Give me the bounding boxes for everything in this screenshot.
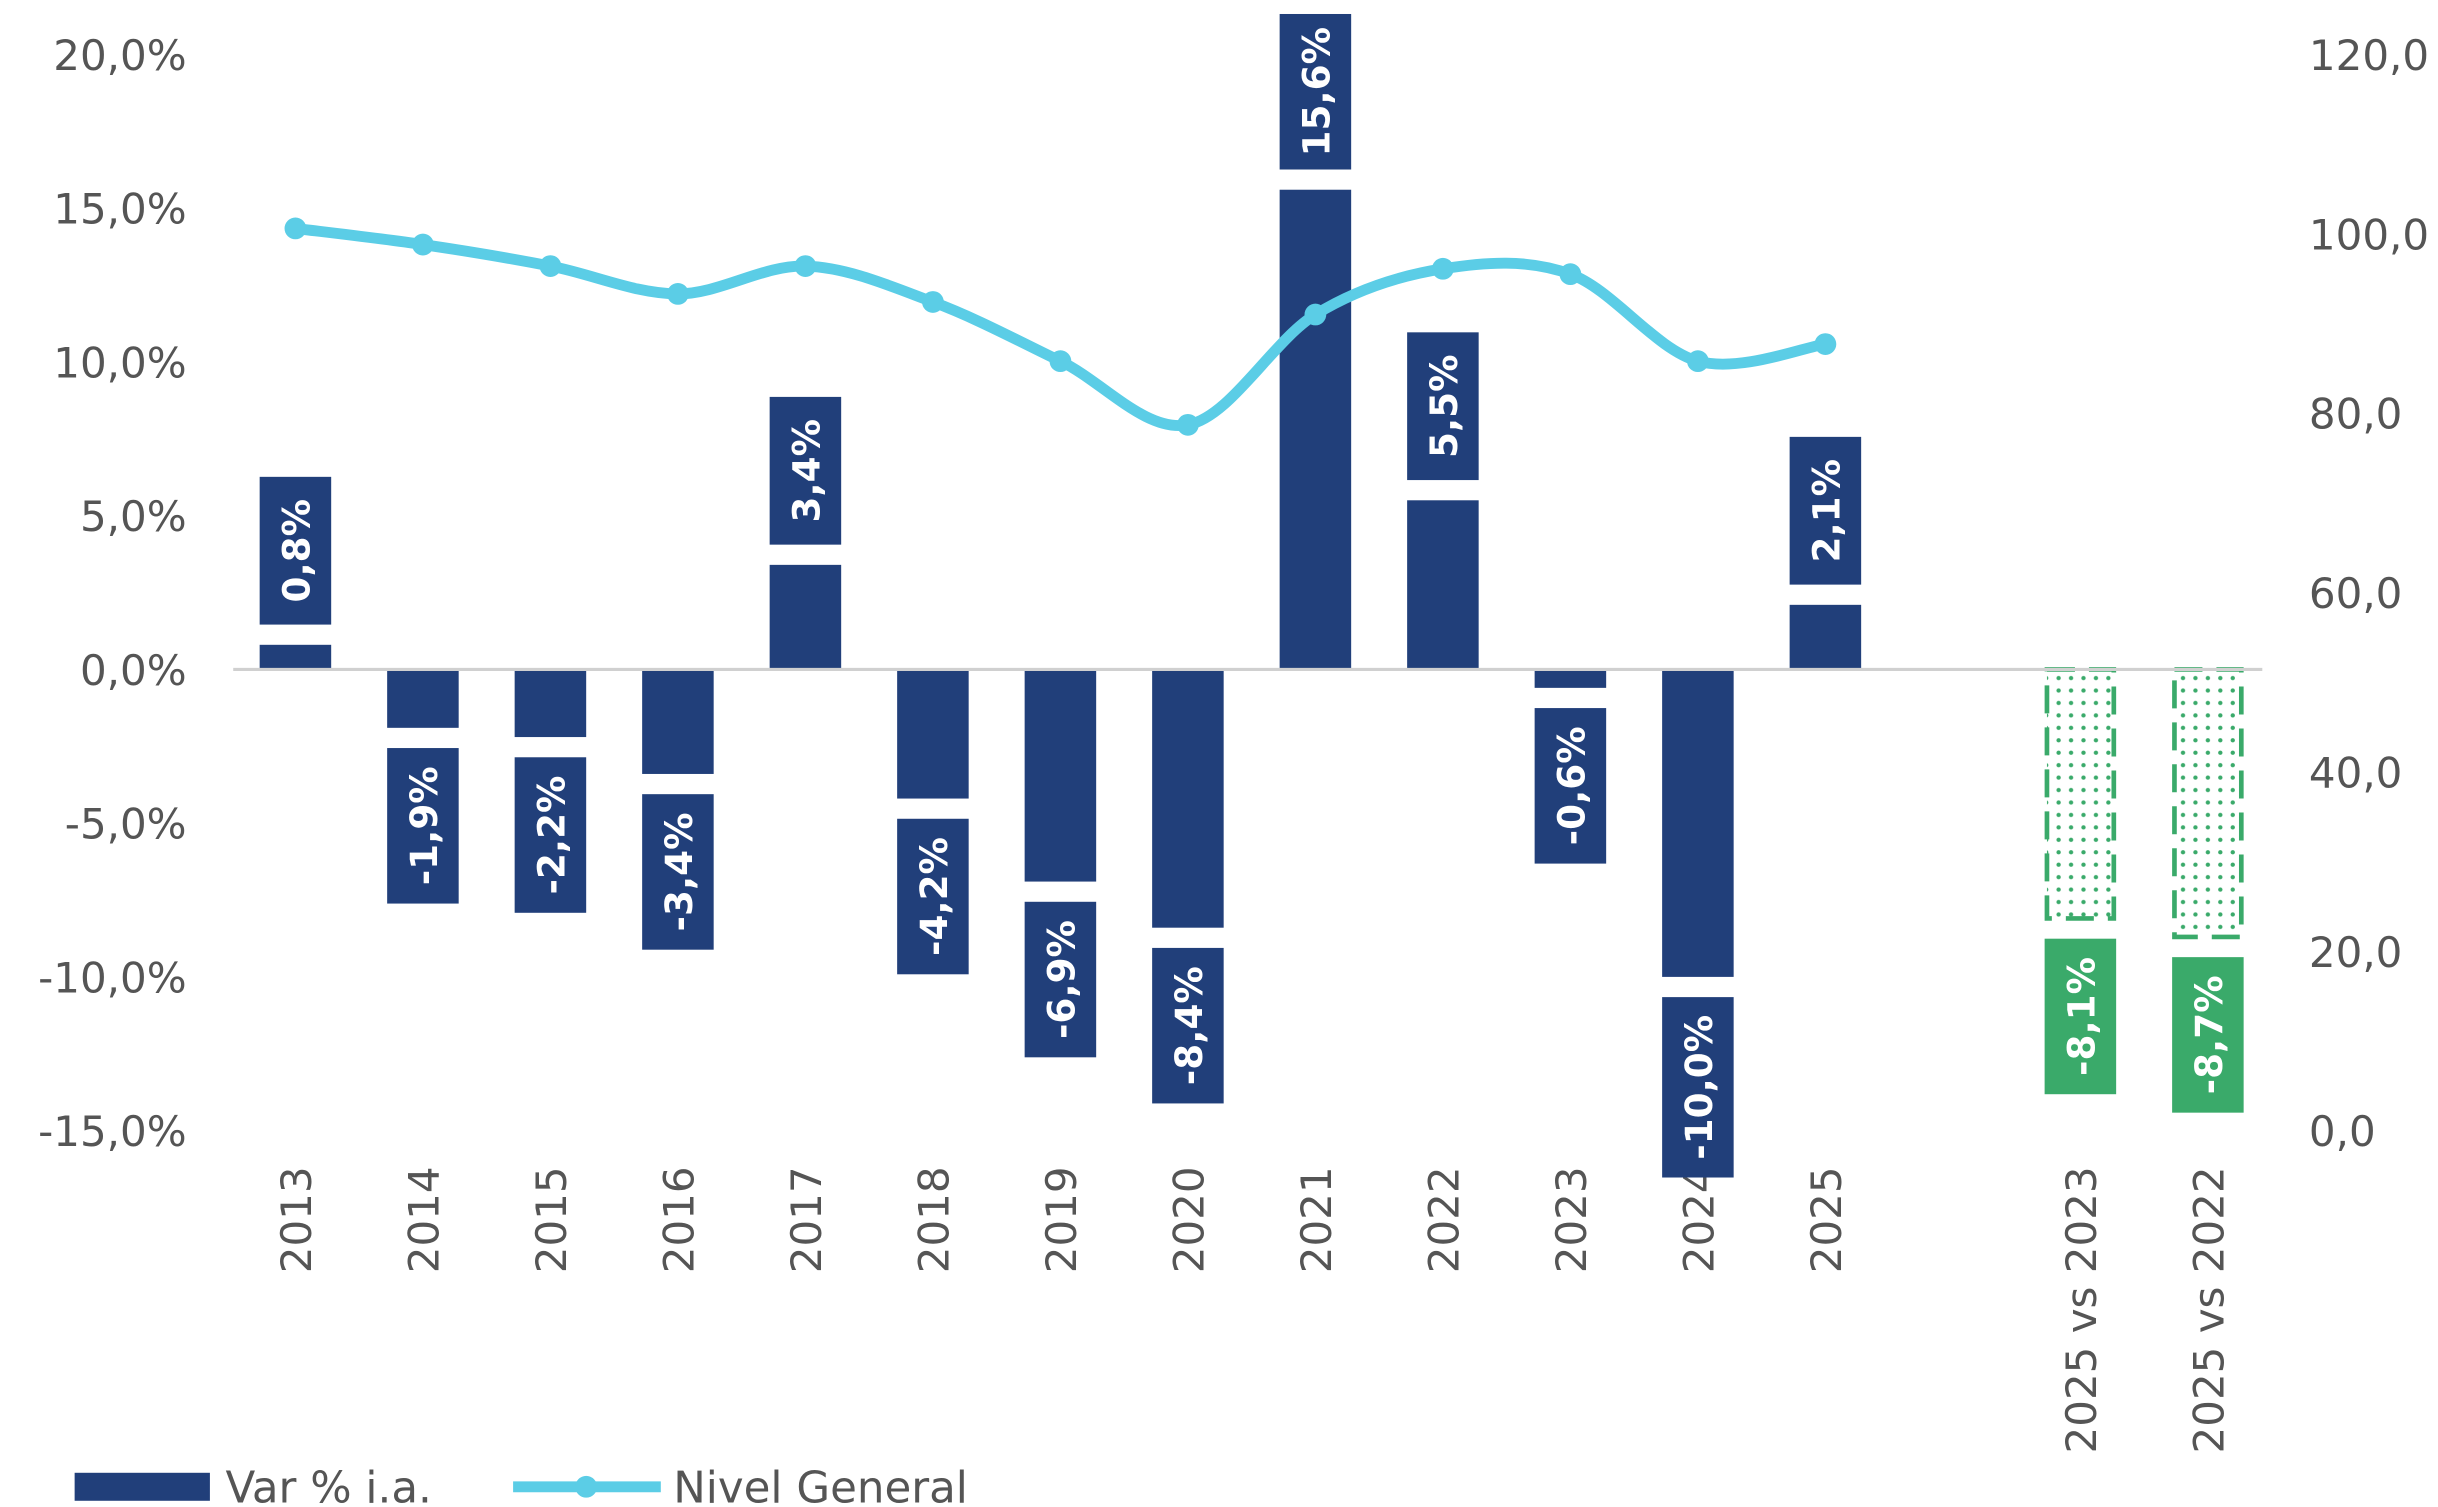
- line-point: [1687, 350, 1709, 373]
- line-point: [667, 283, 689, 305]
- line-point: [1559, 263, 1582, 286]
- y-tick-label: 20,0%: [53, 31, 186, 80]
- bar: [2172, 667, 2244, 940]
- x-tick-label: 2023: [1547, 1166, 1596, 1273]
- value-label: -8,4%: [1167, 966, 1211, 1085]
- bar: [1024, 669, 1097, 882]
- bar: [514, 669, 587, 738]
- y2-tick-label: 60,0: [2309, 569, 2402, 618]
- value-label-box: [2044, 938, 2117, 1095]
- value-label-box: [1279, 13, 1352, 170]
- x-tick-label: 2019: [1037, 1166, 1086, 1273]
- bar: [897, 669, 969, 799]
- x-tick-label: 2025 vs 2022: [2184, 1166, 2233, 1453]
- bar: [769, 564, 842, 670]
- x-tick-label: 2017: [782, 1166, 831, 1273]
- value-label-box: [1789, 436, 1862, 585]
- value-label-box: [1662, 997, 1734, 1178]
- bar: [259, 644, 332, 670]
- bar: [2044, 667, 2117, 921]
- value-label: -8,1%: [2059, 957, 2103, 1076]
- x-tick-label: 2020: [1164, 1166, 1213, 1273]
- bar: [1407, 500, 1479, 670]
- bar: [387, 669, 459, 728]
- value-label-box: [2172, 957, 2244, 1113]
- line-point: [794, 255, 817, 277]
- x-tick-label: 2021: [1292, 1166, 1341, 1273]
- bar: [1152, 669, 1224, 928]
- x-tick-label: 2018: [909, 1166, 958, 1273]
- value-label: 5,5%: [1422, 354, 1466, 457]
- line-point: [922, 291, 944, 313]
- line-point: [284, 217, 307, 240]
- value-label-box: [1024, 901, 1097, 1058]
- value-label-box: [259, 476, 332, 625]
- x-tick-label: 2015: [527, 1166, 576, 1273]
- line-point: [412, 233, 434, 256]
- y2-tick-label: 0,0: [2309, 1107, 2376, 1156]
- value-label-box: [1534, 708, 1607, 864]
- value-label: -10,0%: [1677, 1015, 1721, 1160]
- y2-tick-label: 80,0: [2309, 390, 2402, 439]
- line-point: [1049, 350, 1072, 373]
- value-label: 2,1%: [1804, 459, 1848, 562]
- value-label-box: [769, 396, 842, 545]
- y-tick-label: -5,0%: [65, 800, 187, 849]
- x-tick-label: 2025 vs 2023: [2057, 1166, 2106, 1453]
- bar: [1534, 669, 1607, 688]
- value-label: -6,9%: [1039, 920, 1083, 1039]
- x-tick-label: 2025: [1802, 1166, 1851, 1273]
- legend-swatch: [575, 1475, 598, 1498]
- value-label-box: [387, 748, 459, 904]
- line: [294, 223, 1827, 432]
- value-label: 0,8%: [274, 499, 318, 602]
- value-label-box: [1407, 332, 1479, 481]
- value-label: 3,4%: [784, 419, 828, 522]
- line-point: [1177, 413, 1199, 436]
- y-tick-label: -10,0%: [38, 953, 186, 1002]
- line-point: [539, 255, 562, 277]
- y-tick-label: 15,0%: [53, 185, 186, 234]
- line-point: [1304, 303, 1327, 326]
- value-label: -0,6%: [1549, 726, 1593, 845]
- bar: [1789, 604, 1862, 670]
- y2-tick-label: 20,0: [2309, 928, 2402, 977]
- bar: [1279, 189, 1352, 670]
- bar: [1662, 669, 1734, 977]
- value-label: -2,2%: [529, 776, 573, 895]
- y2-tick-label: 40,0: [2309, 748, 2402, 797]
- y2-tick-label: 120,0: [2309, 31, 2429, 80]
- x-tick-label: 2014: [399, 1166, 448, 1273]
- legend-swatch: [74, 1472, 210, 1501]
- value-label-box: [1152, 947, 1224, 1104]
- bar: [642, 669, 714, 774]
- legend-label: Var % i.a.: [225, 1463, 431, 1507]
- x-tick-label: 2013: [272, 1166, 321, 1273]
- value-label-box: [514, 757, 587, 913]
- value-label: -4,2%: [912, 837, 956, 956]
- value-label-box: [642, 794, 714, 950]
- y-tick-label: 5,0%: [80, 492, 187, 541]
- x-tick-label: 2022: [1419, 1166, 1468, 1273]
- x-tick-label: 2016: [654, 1166, 703, 1273]
- legend-label: Nivel General: [673, 1463, 968, 1507]
- line-point: [1814, 333, 1837, 355]
- value-label: -3,4%: [657, 812, 701, 931]
- line-point: [1432, 257, 1454, 280]
- x-tick-label: 2024: [1674, 1166, 1723, 1273]
- value-label: -1,9%: [402, 766, 446, 885]
- y2-tick-label: 100,0: [2309, 210, 2429, 259]
- value-label: 15,6%: [1294, 27, 1338, 156]
- value-label: -8,7%: [2187, 975, 2231, 1094]
- y-tick-label: 10,0%: [53, 338, 186, 387]
- y-tick-label: 0,0%: [80, 646, 187, 695]
- y-tick-label: -15,0%: [38, 1107, 186, 1156]
- value-label-box: [897, 818, 969, 975]
